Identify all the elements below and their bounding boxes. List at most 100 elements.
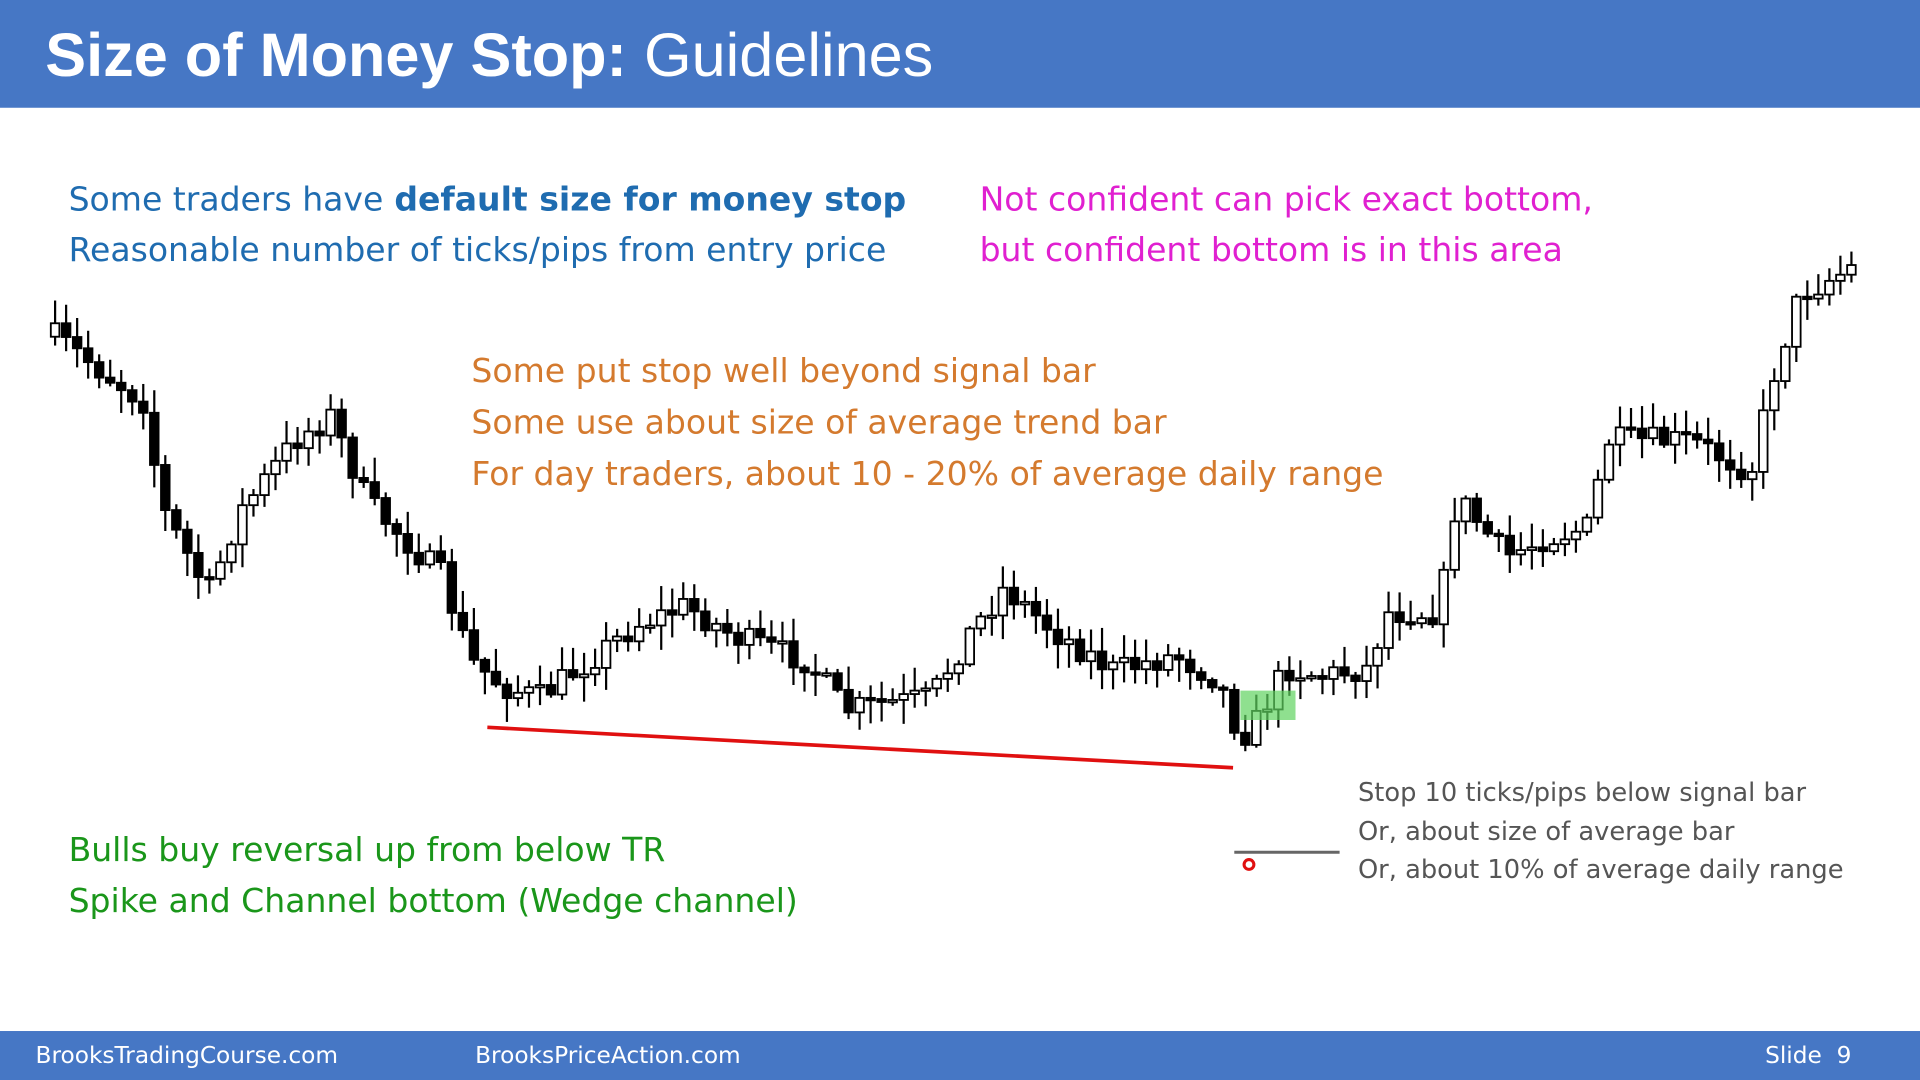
candle-part (292, 442, 303, 450)
candle-part (1625, 426, 1637, 431)
orange-note: For day traders, about 10 - 20% of avera… (471, 454, 1383, 493)
candle-part (1295, 677, 1306, 682)
candle-part (534, 684, 546, 689)
candle-part (237, 504, 248, 546)
candle-part (1041, 614, 1053, 631)
candle-part (1416, 617, 1427, 625)
candle-part (1758, 409, 1769, 473)
candle-part (1339, 666, 1350, 677)
header-bar (0, 0, 1920, 108)
candle-part (270, 459, 281, 476)
candle-part (1515, 549, 1527, 556)
candle-part (1019, 600, 1031, 606)
candle-part (788, 640, 799, 669)
candle-part (920, 687, 931, 692)
candle-part (1173, 654, 1185, 661)
candle-part (1140, 660, 1152, 671)
candle-part (193, 552, 204, 578)
candle-part (1394, 611, 1405, 624)
candle-part (733, 631, 744, 646)
footer-left: BrooksTradingCourse.com (36, 1042, 339, 1069)
candle-part (303, 430, 314, 450)
candle-part (149, 411, 160, 466)
candle-part (347, 436, 358, 479)
candle-part (1614, 426, 1626, 446)
gray-note: Stop 10 ticks/pips below signal bar (1358, 778, 1807, 808)
candle-part (248, 494, 259, 507)
candle-part (1647, 426, 1659, 440)
gray-note: Or, about size of average bar (1358, 817, 1735, 847)
candle-part (887, 699, 898, 704)
candle-part (1405, 621, 1416, 626)
candle-part (678, 598, 689, 616)
candle-part (1306, 675, 1317, 680)
candle-part (435, 550, 447, 564)
candle-part (1372, 647, 1383, 667)
candle-part (490, 670, 502, 686)
candle-part (1383, 611, 1394, 649)
candle-part (523, 686, 535, 694)
candle-part (1813, 293, 1824, 300)
candle-part (755, 627, 766, 639)
candle-part (953, 663, 964, 675)
candle-part (1107, 661, 1119, 671)
candle-part (1658, 426, 1670, 446)
candle-part (1725, 459, 1736, 471)
candle-part (1030, 600, 1042, 617)
candle-part (1736, 468, 1747, 481)
candle-part (1063, 638, 1075, 646)
candle-part (226, 543, 237, 564)
candle-part (942, 672, 953, 680)
candle-part (446, 561, 458, 614)
footer-middle: BrooksPriceAction.com (475, 1042, 741, 1069)
candle-part (656, 609, 667, 627)
candle-part (799, 666, 810, 674)
candle-part (1218, 686, 1229, 691)
candle-part (1713, 442, 1725, 462)
candle-part (1118, 656, 1130, 664)
candle-part (1449, 520, 1460, 571)
candle-part (832, 672, 843, 691)
blue-note: Reasonable number of ticks/pips from ent… (69, 230, 887, 269)
candle-part (611, 635, 623, 642)
candle-part (622, 635, 634, 643)
candle-part (986, 614, 998, 619)
gray-note: Or, about 10% of average daily range (1358, 855, 1844, 885)
candle-part (1680, 431, 1692, 436)
candle-part (501, 683, 513, 700)
candle-part (964, 627, 975, 666)
candle-part (479, 658, 491, 673)
candle-part (766, 636, 777, 643)
candle-part (215, 561, 226, 580)
candle-part (457, 611, 469, 632)
candle-part (821, 672, 832, 677)
candle-part (336, 408, 347, 439)
candle-part (1747, 471, 1758, 481)
candle-part (1548, 543, 1560, 553)
candle-part (1802, 295, 1813, 301)
orange-note: Some put stop well beyond signal bar (471, 351, 1096, 390)
footer-bar (0, 1031, 1920, 1080)
candle-part (1052, 628, 1064, 646)
candle-part (909, 689, 920, 695)
candle-part (1185, 658, 1196, 674)
candle-part (1328, 666, 1339, 680)
candle-part (413, 551, 424, 566)
candle-part (1460, 497, 1471, 523)
candle-part (512, 691, 524, 700)
candle-part (898, 693, 909, 701)
cursor-dot (1242, 858, 1256, 871)
candle-part (369, 481, 380, 499)
signal-highlight (1240, 690, 1296, 720)
candle-part (556, 669, 568, 696)
candle-part (689, 598, 700, 613)
candle-part (975, 615, 987, 630)
candle-part (600, 639, 612, 669)
candle-part (1471, 497, 1482, 523)
candle-part (1493, 532, 1504, 538)
candle-part (358, 477, 369, 484)
candle-part (1835, 273, 1846, 282)
slide-number: Slide 9 (1765, 1042, 1851, 1069)
candle-part (589, 667, 601, 676)
